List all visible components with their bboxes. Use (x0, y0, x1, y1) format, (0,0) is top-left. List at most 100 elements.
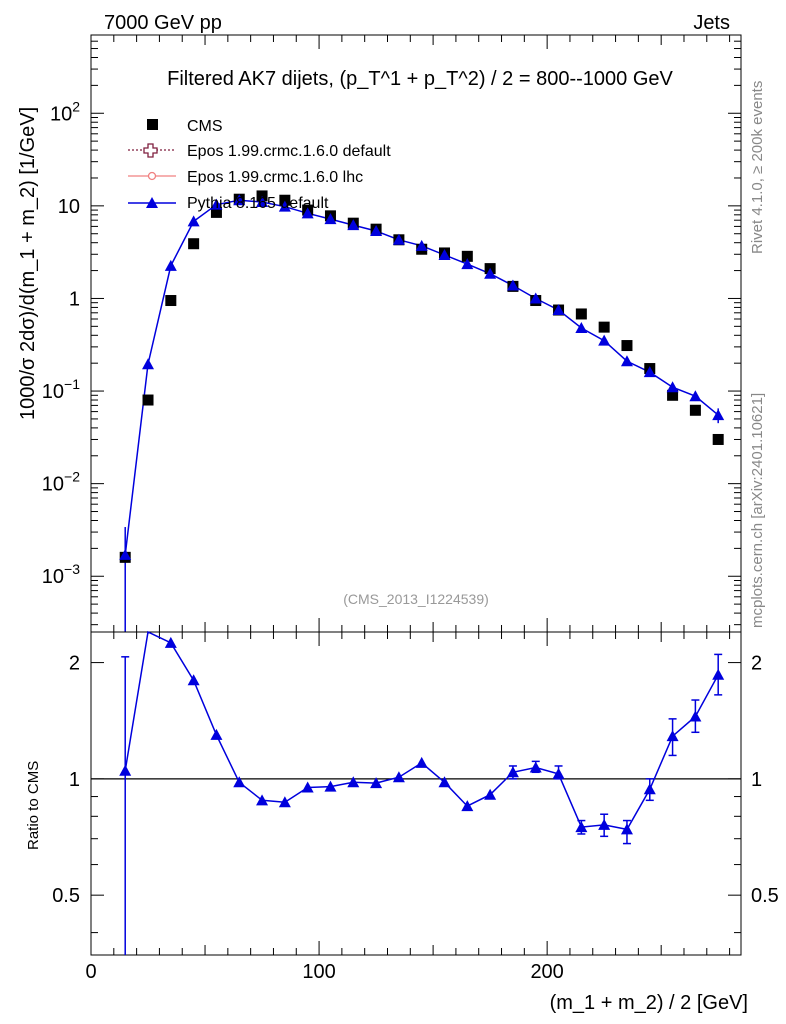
ratio-x-tick-label: 100 (302, 961, 335, 983)
ratio-pythia-point (689, 710, 702, 722)
ratio-pythia-point (301, 781, 314, 793)
ratio-pythia-point (415, 756, 428, 768)
mcplots-label: mcplots.cern.ch [arXiv:2401.10621] (749, 393, 766, 628)
pythia-point (506, 279, 519, 291)
ratio-x-ticks: 0 100 200 (85, 632, 731, 983)
cms-point (689, 404, 701, 416)
main-data-marks (119, 190, 725, 632)
pythia-point (119, 548, 132, 560)
ratio-pythia-point (438, 776, 451, 788)
ratio-data-marks (91, 630, 741, 955)
legend-epos-default-label: Epos 1.99.crmc.1.6.0 default (187, 143, 391, 160)
pythia-point (187, 215, 200, 227)
main-y-tick-label: 10−3 (42, 561, 80, 588)
ratio-pythia-point (392, 771, 405, 783)
main-chart-title: Filtered AK7 dijets, (p_T^1 + p_T^2) / 2… (167, 68, 673, 90)
pythia-point (278, 200, 291, 212)
pythia-point (575, 321, 588, 333)
ratio-panel: Ratio to CMS (m_1 + m_2) / 2 [GeV] 0.5 0.… (25, 630, 779, 1014)
ratio-x-tick-label: 0 (85, 961, 96, 983)
ratio-pythia-point (256, 794, 269, 806)
cms-point (712, 433, 724, 445)
ratio-pythia-point (370, 777, 383, 789)
ratio-x-tick-label: 200 (530, 961, 563, 983)
pythia-point (256, 196, 269, 208)
ratio-pythia-point (529, 761, 542, 773)
ratio-y-tick-label-right: 0.5 (751, 885, 779, 907)
pythia-point (301, 207, 314, 219)
ratio-pythia-point (598, 818, 611, 830)
ratio-pythia-point (324, 780, 337, 792)
ratio-pythia-point (164, 636, 177, 648)
ratio-pythia-point (187, 674, 200, 686)
pythia-point (438, 248, 451, 260)
ratio-pythia-point (233, 776, 246, 788)
legend-epos-lhc-label: Epos 1.99.crmc.1.6.0 lhc (187, 169, 363, 186)
legend-pythia-label: Pythia 8.165 default (187, 195, 329, 212)
ratio-y-tick-label: 2 (69, 653, 80, 675)
ratio-y-ticks: 0.5 0.5 1 1 2 2 (52, 653, 779, 934)
main-watermark: (CMS_2013_I1224539) (343, 591, 489, 607)
pythia-point (142, 358, 155, 370)
pythia-point (598, 334, 611, 346)
ratio-pythia-point (666, 730, 679, 742)
main-y-tick-label: 102 (50, 98, 80, 125)
pythia-point (370, 225, 383, 237)
cms-point (165, 295, 177, 307)
pythia-point (643, 366, 656, 378)
header-category: Jets (693, 12, 730, 34)
pythia-point (552, 304, 565, 316)
ratio-pythia-point (506, 766, 519, 778)
legend-epos-default-marker (143, 143, 158, 158)
pythia-point (461, 258, 474, 270)
cms-point (621, 340, 633, 352)
main-y-tick-label: 10 (58, 196, 80, 218)
pythia-point (620, 355, 633, 367)
pythia-point (484, 267, 497, 279)
ratio-y-tick-label-right: 2 (751, 653, 762, 675)
cms-point (575, 308, 587, 320)
header-energy: 7000 GeV pp (104, 12, 222, 34)
main-y-tick-label: 10−1 (42, 376, 80, 403)
rivet-label: Rivet 4.1.0, ≥ 200k events (749, 81, 766, 254)
cms-point (667, 389, 679, 401)
pythia-point (233, 194, 246, 206)
ratio-pythia-point (210, 728, 223, 740)
legend-pythia-marker (146, 197, 158, 208)
ratio-pythia-line (124, 630, 719, 831)
cms-point (461, 250, 473, 262)
pythia-point (324, 213, 337, 225)
cms-point (598, 321, 610, 333)
main-panel: Filtered AK7 dijets, (p_T^1 + p_T^2) / 2… (17, 34, 742, 633)
pythia-point (689, 390, 702, 402)
ratio-pythia-point (575, 821, 588, 833)
cms-point (256, 190, 268, 202)
main-x-ticks (90, 35, 731, 632)
pythia-point (164, 259, 177, 271)
pythia-point (712, 409, 725, 421)
pythia-point (666, 381, 679, 393)
ratio-y-axis-label: Ratio to CMS (25, 761, 42, 850)
cms-point (210, 206, 222, 218)
ratio-y-tick-label: 1 (69, 769, 80, 791)
ratio-y-tick-label-right: 1 (751, 769, 762, 791)
main-y-axis-label: 1000/σ 2dσ)/d(m_1 + m_2) [1/GeV] (17, 107, 39, 420)
legend-cms-label: CMS (187, 118, 223, 135)
ratio-x-axis-label: (m_1 + m_2) / 2 [GeV] (550, 992, 748, 1014)
legend: CMS Epos 1.99.crmc.1.6.0 default Epos 1.… (128, 118, 391, 212)
ratio-pythia-point (347, 776, 360, 788)
ratio-pythia-point (119, 764, 132, 776)
legend-cms-marker (147, 119, 158, 130)
ratio-pythia-point (278, 796, 291, 808)
ratio-plot-frame (90, 631, 742, 956)
pythia-point (392, 233, 405, 245)
ratio-pythia-point (712, 668, 725, 680)
ratio-pythia-point (484, 788, 497, 800)
pythia-point (415, 239, 428, 251)
ratio-pythia-point (461, 800, 474, 812)
ratio-y-tick-label: 0.5 (52, 885, 80, 907)
main-y-tick-label: 1 (69, 288, 80, 310)
ratio-pythia-point (620, 823, 633, 835)
pythia-point (529, 292, 542, 304)
